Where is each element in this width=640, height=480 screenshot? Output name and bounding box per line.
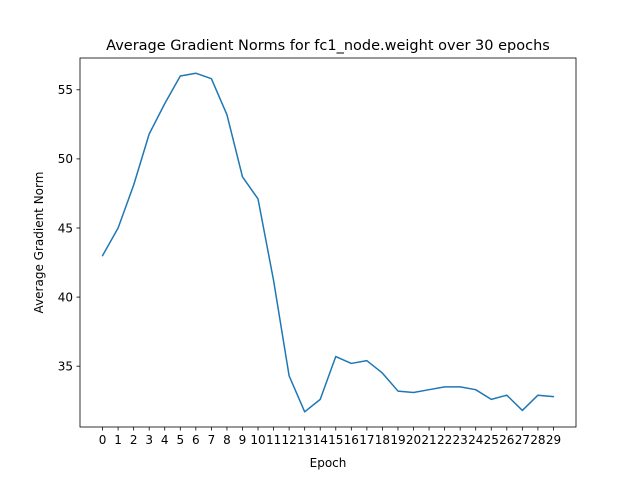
- x-tick-label: 13: [297, 433, 312, 447]
- x-tick-label: 26: [499, 433, 514, 447]
- x-tick-label: 18: [375, 433, 390, 447]
- chart-title: Average Gradient Norms for fc1_node.weig…: [106, 38, 550, 54]
- x-tick-label: 24: [468, 433, 483, 447]
- x-tick-label: 4: [161, 433, 169, 447]
- x-tick-label: 11: [266, 433, 281, 447]
- x-axis-label: Epoch: [310, 456, 347, 470]
- x-tick-label: 0: [99, 433, 107, 447]
- x-tick-label: 25: [484, 433, 499, 447]
- y-tick-label: 55: [58, 83, 73, 97]
- x-tick-label: 17: [359, 433, 374, 447]
- x-tick-label: 15: [328, 433, 343, 447]
- plot-frame: [79, 57, 577, 428]
- x-tick-label: 27: [515, 433, 530, 447]
- y-axis-label: Average Gradient Norm: [32, 172, 46, 314]
- x-tick-label: 9: [239, 433, 247, 447]
- y-axis-ticks: 35 40 45 50 55: [58, 83, 80, 373]
- x-tick-label: 19: [390, 433, 405, 447]
- y-tick-label: 35: [58, 359, 73, 373]
- x-tick-label: 29: [546, 433, 561, 447]
- x-tick-label: 8: [223, 433, 231, 447]
- x-tick-label: 22: [437, 433, 452, 447]
- x-tick-label: 1: [114, 433, 122, 447]
- x-tick-label: 21: [421, 433, 436, 447]
- x-tick-label: 28: [530, 433, 545, 447]
- x-tick-label: 20: [406, 433, 421, 447]
- x-tick-label: 5: [176, 433, 184, 447]
- y-tick-label: 50: [58, 152, 73, 166]
- plot-area: [80, 58, 576, 427]
- x-tick-label: 23: [453, 433, 468, 447]
- x-tick-label: 2: [130, 433, 138, 447]
- x-tick-label: 6: [192, 433, 200, 447]
- x-tick-label: 7: [208, 433, 216, 447]
- x-tick-label: 12: [281, 433, 296, 447]
- x-axis-ticks: 0 1 2 3 4 5 6 7 8 9 10 11 12 13 14 15 16 17 18 19 20 21 22 23 24…: [99, 427, 561, 447]
- series-line: [101, 72, 555, 413]
- x-tick-label: 3: [145, 433, 153, 447]
- x-tick-label: 14: [313, 433, 328, 447]
- y-tick-label: 40: [58, 290, 73, 304]
- x-tick-label: 10: [250, 433, 265, 447]
- x-tick-label: 16: [344, 433, 359, 447]
- y-tick-label: 45: [58, 221, 73, 235]
